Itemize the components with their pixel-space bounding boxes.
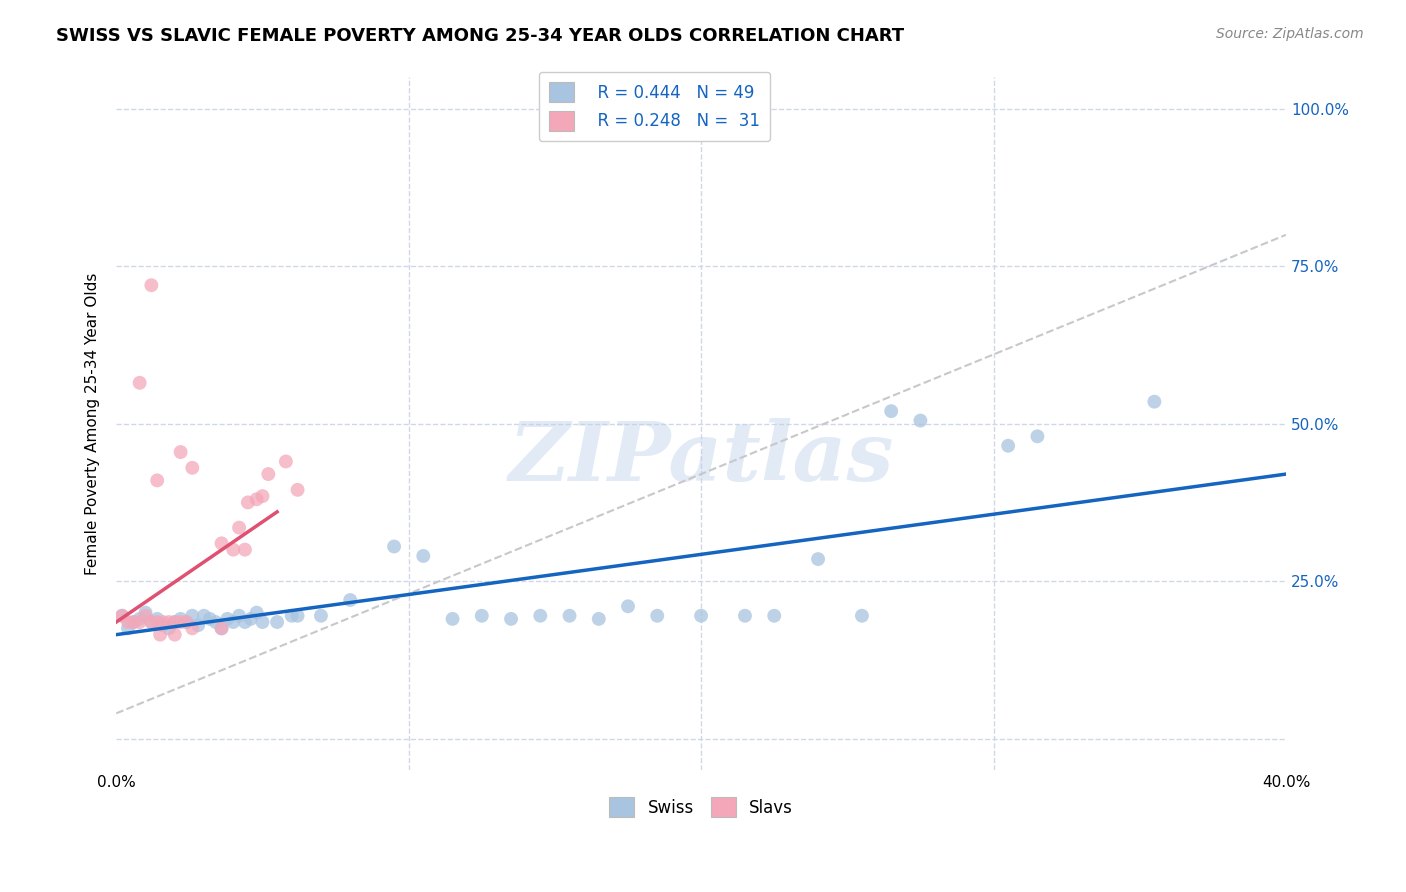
- Point: [217, 612, 239, 626]
- Point: [141, 615, 163, 629]
- Point: [246, 492, 269, 507]
- Point: [176, 615, 198, 629]
- Point: [997, 439, 1019, 453]
- Point: [239, 612, 262, 626]
- Point: [181, 608, 204, 623]
- Text: Source: ZipAtlas.com: Source: ZipAtlas.com: [1216, 27, 1364, 41]
- Point: [163, 615, 186, 629]
- Point: [233, 615, 256, 629]
- Point: [274, 454, 297, 468]
- Point: [134, 608, 156, 623]
- Point: [441, 612, 464, 626]
- Point: [176, 615, 198, 629]
- Point: [910, 413, 932, 427]
- Point: [339, 593, 361, 607]
- Point: [169, 612, 191, 626]
- Point: [233, 542, 256, 557]
- Point: [163, 627, 186, 641]
- Point: [617, 599, 640, 614]
- Point: [146, 612, 169, 626]
- Point: [117, 615, 139, 629]
- Point: [252, 615, 274, 629]
- Point: [211, 621, 233, 635]
- Point: [1026, 429, 1049, 443]
- Point: [157, 621, 180, 635]
- Point: [807, 552, 830, 566]
- Point: [734, 608, 756, 623]
- Point: [499, 612, 522, 626]
- Point: [152, 615, 174, 629]
- Point: [851, 608, 873, 623]
- Point: [309, 608, 332, 623]
- Point: [280, 608, 302, 623]
- Point: [181, 621, 204, 635]
- Point: [645, 608, 668, 623]
- Point: [763, 608, 786, 623]
- Point: [558, 608, 581, 623]
- Point: [880, 404, 903, 418]
- Text: ZIPatlas: ZIPatlas: [509, 418, 894, 499]
- Point: [146, 615, 169, 629]
- Point: [257, 467, 280, 481]
- Y-axis label: Female Poverty Among 25-34 Year Olds: Female Poverty Among 25-34 Year Olds: [86, 273, 100, 575]
- Text: SWISS VS SLAVIC FEMALE POVERTY AMONG 25-34 YEAR OLDS CORRELATION CHART: SWISS VS SLAVIC FEMALE POVERTY AMONG 25-…: [56, 27, 904, 45]
- Point: [529, 608, 551, 623]
- Point: [146, 474, 169, 488]
- Point: [228, 608, 250, 623]
- Point: [246, 606, 269, 620]
- Point: [252, 489, 274, 503]
- Point: [122, 615, 145, 629]
- Point: [204, 615, 226, 629]
- Point: [111, 608, 134, 623]
- Point: [588, 612, 610, 626]
- Point: [211, 536, 233, 550]
- Point: [211, 621, 233, 635]
- Point: [163, 615, 186, 629]
- Point: [169, 445, 191, 459]
- Point: [193, 608, 215, 623]
- Point: [128, 376, 150, 390]
- Point: [236, 495, 259, 509]
- Point: [187, 618, 209, 632]
- Point: [169, 615, 191, 629]
- Point: [117, 621, 139, 635]
- Point: [690, 608, 713, 623]
- Point: [128, 612, 150, 626]
- Point: [287, 608, 309, 623]
- Point: [134, 606, 156, 620]
- Point: [198, 612, 221, 626]
- Point: [141, 278, 163, 293]
- Point: [228, 520, 250, 534]
- Point: [222, 615, 245, 629]
- Point: [111, 608, 134, 623]
- Point: [128, 615, 150, 629]
- Point: [471, 608, 494, 623]
- Point: [157, 615, 180, 629]
- Point: [181, 460, 204, 475]
- Point: [266, 615, 288, 629]
- Point: [149, 627, 172, 641]
- Point: [382, 540, 405, 554]
- Point: [222, 542, 245, 557]
- Point: [152, 618, 174, 632]
- Point: [1143, 394, 1166, 409]
- Point: [122, 615, 145, 629]
- Point: [287, 483, 309, 497]
- Point: [141, 615, 163, 629]
- Point: [412, 549, 434, 563]
- Legend: Swiss, Slavs: Swiss, Slavs: [603, 790, 800, 824]
